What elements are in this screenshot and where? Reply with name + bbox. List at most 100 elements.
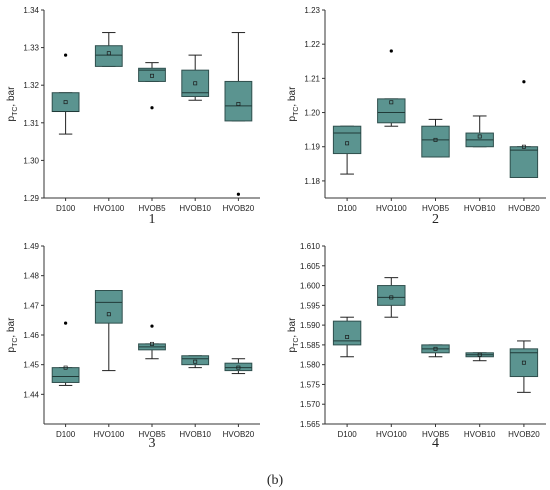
mean-marker xyxy=(150,341,154,346)
y-tick-label: 1.49 xyxy=(23,242,39,251)
chart-panel-3: 1.44 1.45 1.46 1.47 1.48 1.49 D100 HVO100 HVOB5 H… xyxy=(6,242,260,451)
box-body xyxy=(332,125,362,155)
panel-label: 2 xyxy=(432,212,439,227)
mean-marker xyxy=(63,100,68,105)
mean-marker xyxy=(193,81,198,86)
mean-marker xyxy=(63,365,68,370)
mean-marker xyxy=(389,295,394,300)
y-axis-label: pTC, bar xyxy=(287,317,300,353)
box-HVO100 xyxy=(94,290,123,372)
x-tick-label: HVOB10 xyxy=(464,430,496,439)
x-tick-label: D100 xyxy=(56,204,76,213)
x-tick-label: HVOB5 xyxy=(422,430,450,439)
box-HVOB5 xyxy=(138,62,166,110)
y-axis-label: pTC, bar xyxy=(6,317,19,353)
x-tick-label: HVO100 xyxy=(376,204,407,213)
outlier-point xyxy=(389,49,393,53)
box-body xyxy=(51,367,80,383)
y-tick-label: 1.565 xyxy=(300,420,321,429)
outlier-point xyxy=(64,53,68,57)
box-HVOB10 xyxy=(465,115,494,148)
y-tick-label: 1.30 xyxy=(23,156,39,165)
mean-marker xyxy=(521,360,526,365)
box-body xyxy=(377,285,406,306)
box-D100 xyxy=(332,125,362,175)
y-tick-label: 1.48 xyxy=(23,272,39,281)
y-tick-label: 1.19 xyxy=(304,143,320,152)
outlier-point xyxy=(150,106,154,110)
mean-marker xyxy=(477,134,482,139)
box-body xyxy=(138,67,166,82)
y-tick-label: 1.44 xyxy=(23,390,39,399)
x-tick-label: HVOB20 xyxy=(508,430,540,439)
y-tick-label: 1.610 xyxy=(300,242,321,251)
box-body xyxy=(509,348,539,378)
box-HVOB5 xyxy=(421,118,450,158)
x-tick-label: HVO100 xyxy=(93,204,124,213)
mean-marker xyxy=(106,312,111,317)
y-tick-label: 1.32 xyxy=(23,81,39,90)
y-tick-label: 1.23 xyxy=(304,6,320,15)
mean-marker xyxy=(389,100,394,105)
box-body xyxy=(377,98,406,124)
mean-marker xyxy=(345,335,350,339)
outlier-point xyxy=(150,324,154,328)
box-D100 xyxy=(51,53,80,135)
panel-label: 3 xyxy=(149,436,156,451)
y-tick-label: 1.31 xyxy=(23,119,39,128)
x-tick-label: HVOB10 xyxy=(464,204,496,213)
y-tick-label: 1.46 xyxy=(23,331,39,340)
box-HVOB5 xyxy=(138,324,166,360)
box-HVOB20 xyxy=(509,340,539,393)
mean-marker xyxy=(106,51,111,56)
x-tick-label: HVOB5 xyxy=(138,204,166,213)
mean-marker xyxy=(236,365,241,370)
box-HVO100 xyxy=(377,277,406,318)
box-HVOB10 xyxy=(181,355,210,369)
x-tick-label: HVOB10 xyxy=(179,204,211,213)
x-tick-label: D100 xyxy=(338,204,358,213)
x-tick-label: HVOB20 xyxy=(223,204,255,213)
y-axis-label: pTC, bar xyxy=(287,86,300,122)
box-body xyxy=(181,69,210,97)
mean-marker xyxy=(477,352,482,357)
box-D100 xyxy=(332,316,362,358)
chart-panel-2: 1.18 1.19 1.20 1.21 1.22 1.23 D100 HVO100 HVOB5 H… xyxy=(287,6,546,227)
box-HVOB20 xyxy=(224,32,253,196)
outlier-point xyxy=(64,321,68,325)
y-tick-label: 1.590 xyxy=(300,321,321,330)
mean-marker xyxy=(150,73,154,78)
chart-panel-4: 1.565 1.570 1.575 1.580 1.585 1.590 1.595 1.600… xyxy=(287,242,546,451)
y-tick-label: 1.595 xyxy=(300,301,321,310)
y-tick-label: 1.20 xyxy=(304,109,320,118)
x-tick-label: HVOB5 xyxy=(422,204,450,213)
panel-label: 4 xyxy=(432,436,439,451)
x-tick-label: HVOB5 xyxy=(138,430,166,439)
y-tick-label: 1.580 xyxy=(300,361,321,370)
mean-marker xyxy=(433,137,438,142)
box-body xyxy=(224,80,253,122)
x-tick-label: HVOB20 xyxy=(223,430,255,439)
y-tick-label: 1.18 xyxy=(304,177,320,186)
y-tick-label: 1.34 xyxy=(23,6,39,15)
y-tick-label: 1.29 xyxy=(23,194,39,203)
y-tick-label: 1.47 xyxy=(23,301,39,310)
box-body xyxy=(94,290,123,324)
y-tick-label: 1.45 xyxy=(23,361,39,370)
y-axis-label: pTC, bar xyxy=(6,86,19,122)
outlier-point xyxy=(236,192,240,196)
y-tick-label: 1.600 xyxy=(300,282,321,291)
x-tick-label: HVO100 xyxy=(93,430,124,439)
y-tick-label: 1.22 xyxy=(304,40,320,49)
x-tick-label: HVOB20 xyxy=(508,204,540,213)
box-HVOB20 xyxy=(509,80,539,178)
y-tick-label: 1.575 xyxy=(300,380,321,389)
box-HVOB10 xyxy=(181,54,210,101)
figure-caption: (b) xyxy=(267,473,284,488)
x-tick-label: HVOB10 xyxy=(179,430,211,439)
mean-marker xyxy=(433,346,438,351)
mean-marker xyxy=(345,141,350,146)
panel-label: 1 xyxy=(149,212,156,227)
y-tick-label: 1.21 xyxy=(304,74,320,83)
